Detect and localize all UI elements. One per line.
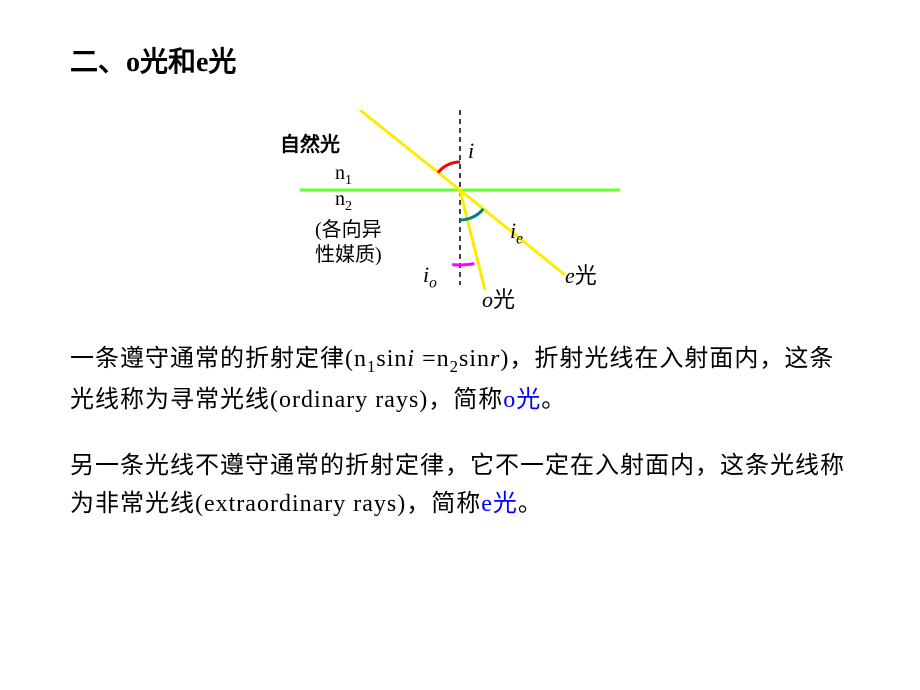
section-heading: 二、o光和e光 [70, 40, 850, 80]
label-o-ray: o光 [482, 282, 515, 314]
label-angle-ie: ie [510, 218, 523, 248]
label-n1: n1 [335, 162, 352, 189]
paragraph-o-ray: 一条遵守通常的折射定律(n1sini =n2sinr)，折射光线在入射面内，这条… [70, 340, 850, 419]
label-medium-line2: 性媒质) [315, 238, 382, 267]
label-angle-io: io [423, 262, 437, 292]
label-angle-i: i [468, 138, 474, 164]
paragraph-e-ray: 另一条光线不遵守通常的折射定律，它不一定在入射面内，这条光线称为非常光线(ext… [70, 447, 850, 524]
birefringence-diagram: 自然光 n1 n2 (各向异 性媒质) i ie io e光 o光 [260, 110, 660, 320]
label-n2: n2 [335, 188, 352, 215]
label-e-ray: e光 [565, 258, 597, 290]
label-natural-light: 自然光 [280, 128, 340, 157]
